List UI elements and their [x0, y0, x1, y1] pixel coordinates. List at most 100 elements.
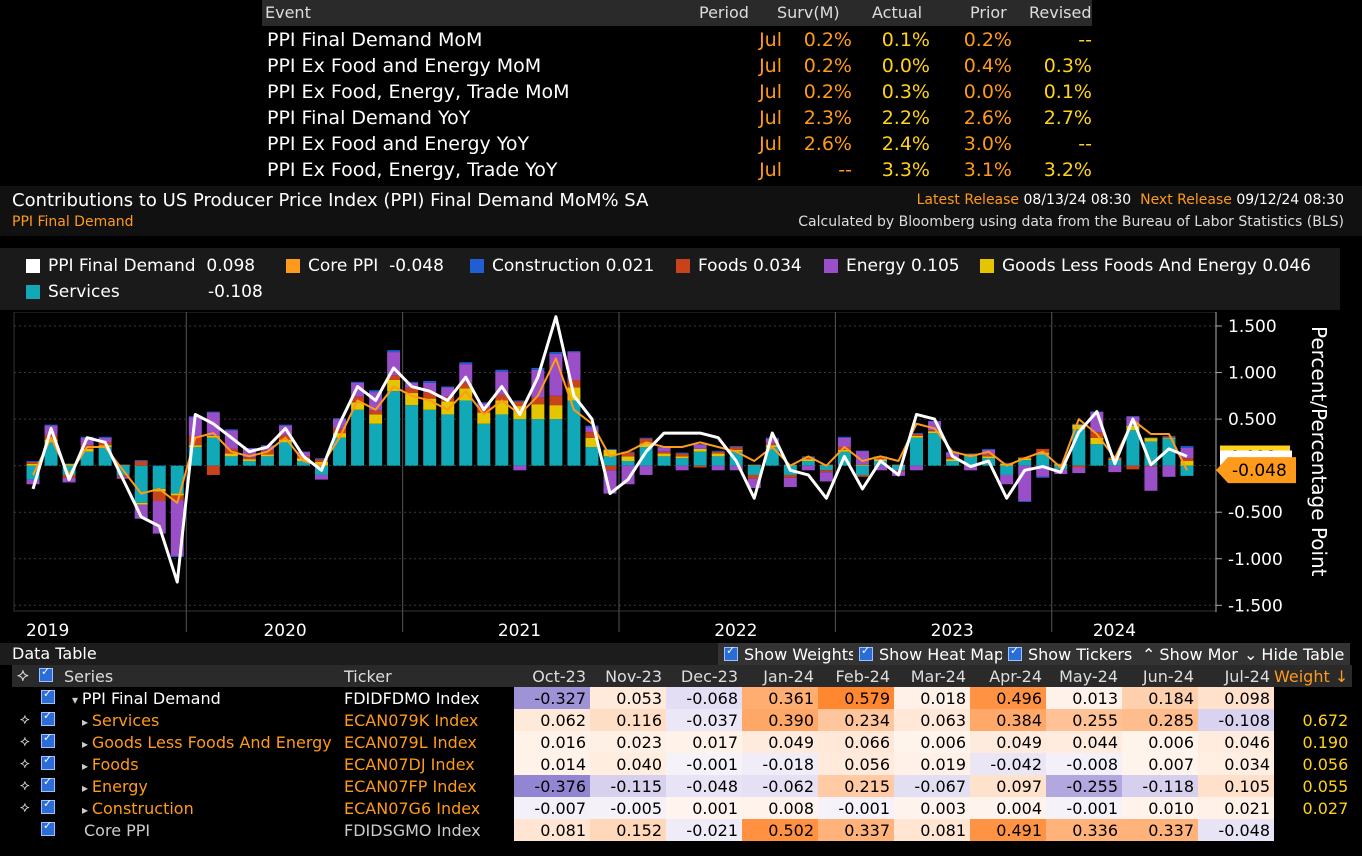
bar-foods — [333, 428, 347, 434]
legend-item-foods[interactable]: Foods 0.034 — [676, 256, 802, 276]
bar-energy — [621, 465, 635, 485]
series-name[interactable]: ▸ Foods — [64, 753, 344, 775]
bar-foods — [801, 457, 815, 460]
toggle-label: Show Tickers — [1028, 644, 1133, 664]
hide-table-button[interactable]: ⌄ Hide Table — [1238, 643, 1351, 665]
bar-energy — [657, 447, 671, 452]
row-checkbox[interactable] — [38, 731, 64, 753]
bar-goods-less-foods-and-energy — [928, 431, 942, 434]
bar-foods — [134, 460, 148, 466]
event-row[interactable]: PPI Ex Food and Energy MoM Jul 0.2% 0.0% 0.4… — [262, 54, 1092, 80]
drag-handle-icon[interactable]: ⯎ — [20, 734, 30, 750]
legend-item-goods-less-foods-energy[interactable]: Goods Less Foods And Energy 0.046 — [980, 256, 1311, 276]
series-name[interactable]: ▸ Goods Less Foods And Energy — [64, 731, 344, 753]
bar-construction — [477, 402, 491, 404]
series-name[interactable]: Core PPI — [64, 819, 344, 841]
bar-services — [134, 465, 148, 503]
event-actual: 2.2% — [881, 107, 930, 129]
y-tick-label: -1.500 — [1228, 596, 1283, 616]
bar-construction — [1054, 463, 1068, 465]
select-all-col[interactable] — [38, 665, 64, 687]
checkbox-icon — [41, 797, 55, 814]
bar-services — [62, 465, 76, 475]
weight-label: Weight — [1274, 666, 1330, 686]
drag-handle-icon[interactable]: ⯎ — [20, 756, 30, 772]
bar-goods-less-foods-and-energy — [170, 493, 184, 496]
col-month: Jun-24 — [1122, 665, 1198, 687]
show-heat-map-toggle[interactable]: Show Heat Map — [853, 643, 1011, 665]
bar-goods-less-foods-and-energy — [946, 459, 960, 461]
bar-foods — [1072, 465, 1086, 468]
row-checkbox[interactable] — [38, 819, 64, 841]
event-row[interactable]: PPI Ex Food, Energy, Trade YoY Jul -- 3.3% 3… — [262, 158, 1092, 184]
bar-construction — [441, 386, 455, 388]
show-tickers-toggle[interactable]: Show Tickers — [1002, 643, 1139, 665]
ticker-label: ECAN07FP Index — [344, 776, 477, 796]
bar-services — [351, 409, 365, 466]
legend-item-core-ppi[interactable]: Core PPI -0.048 — [286, 256, 444, 276]
row-checkbox[interactable] — [38, 709, 64, 731]
legend-item-services[interactable]: Services -0.108 — [26, 282, 263, 302]
bar-services — [441, 414, 455, 466]
bar-services — [1162, 438, 1176, 466]
y-tick-label: 0.500 — [1228, 410, 1277, 430]
bar-services — [675, 458, 689, 466]
event-row[interactable]: PPI Ex Food and Energy YoY Jul 2.6% 2.4% 3.0… — [262, 132, 1092, 158]
col-weight[interactable]: Weight ↓ — [1274, 665, 1353, 687]
row-checkbox[interactable] — [38, 775, 64, 797]
event-row[interactable]: PPI Final Demand YoY Jul 2.3% 2.2% 2.6% 2.7% — [262, 106, 1092, 132]
collapse-icon: ▸ — [82, 758, 92, 773]
value-cell: 0.056 — [818, 753, 894, 775]
col-month: Feb-24 — [818, 665, 894, 687]
bar-energy — [567, 352, 581, 380]
drag-handle-icon[interactable]: ⯎ — [20, 800, 30, 816]
bar-foods — [1126, 465, 1140, 470]
event-row[interactable]: PPI Final Demand MoM Jul 0.2% 0.1% 0.2% -- — [262, 28, 1092, 54]
double-chevron-up-icon: ⌃ — [1142, 644, 1156, 664]
bar-construction — [639, 437, 653, 439]
legend-value: 0.021 — [605, 256, 655, 276]
legend-item-construction[interactable]: Construction 0.021 — [470, 256, 654, 276]
bar-foods — [369, 410, 383, 415]
ticker-label: ECAN07G6 Index — [344, 798, 481, 818]
event-prior: 0.0% — [963, 81, 1012, 103]
row-checkbox[interactable] — [38, 753, 64, 775]
series-name[interactable]: ▸ Energy — [64, 775, 344, 797]
legend-item-ppi-final-demand[interactable]: PPI Final Demand 0.098 — [26, 256, 255, 276]
show-weights-toggle[interactable]: Show Weights — [718, 643, 863, 665]
row-checkbox[interactable] — [38, 687, 64, 709]
bar-foods — [819, 470, 833, 473]
series-name[interactable]: ▸ Services — [64, 709, 344, 731]
legend-value: 0.098 — [206, 256, 256, 276]
show-more-button[interactable]: ⌃ Show More — [1136, 643, 1254, 665]
value-cell: 0.152 — [590, 819, 666, 841]
bar-construction — [1072, 423, 1086, 425]
bar-goods-less-foods-and-energy — [242, 459, 256, 461]
drag-handle-icon[interactable]: ⯎ — [20, 778, 30, 794]
legend-value: 0.046 — [1262, 256, 1311, 276]
bar-construction — [495, 369, 509, 372]
value-cell: 0.049 — [970, 731, 1046, 753]
bar-foods — [405, 387, 419, 394]
series-name[interactable]: ▸ Construction — [64, 797, 344, 819]
series-name[interactable]: ▾ PPI Final Demand — [64, 687, 344, 709]
bar-services — [567, 400, 581, 466]
bar-goods-less-foods-and-energy — [603, 449, 617, 457]
bar-goods-less-foods-and-energy — [1180, 460, 1194, 466]
legend-item-energy[interactable]: Energy 0.105 — [824, 256, 960, 276]
row-checkbox[interactable] — [38, 797, 64, 819]
legend-swatch — [980, 259, 994, 273]
event-row[interactable]: PPI Ex Food, Energy, Trade MoM Jul 0.2% 0.3… — [262, 80, 1092, 106]
bar-services — [1126, 430, 1140, 466]
latest-release-label: Latest Release — [916, 192, 1020, 208]
drag-handle-icon[interactable]: ⯎ — [20, 712, 30, 728]
event-revised: 0.3% — [1043, 55, 1092, 77]
event-period: Jul — [759, 133, 782, 155]
